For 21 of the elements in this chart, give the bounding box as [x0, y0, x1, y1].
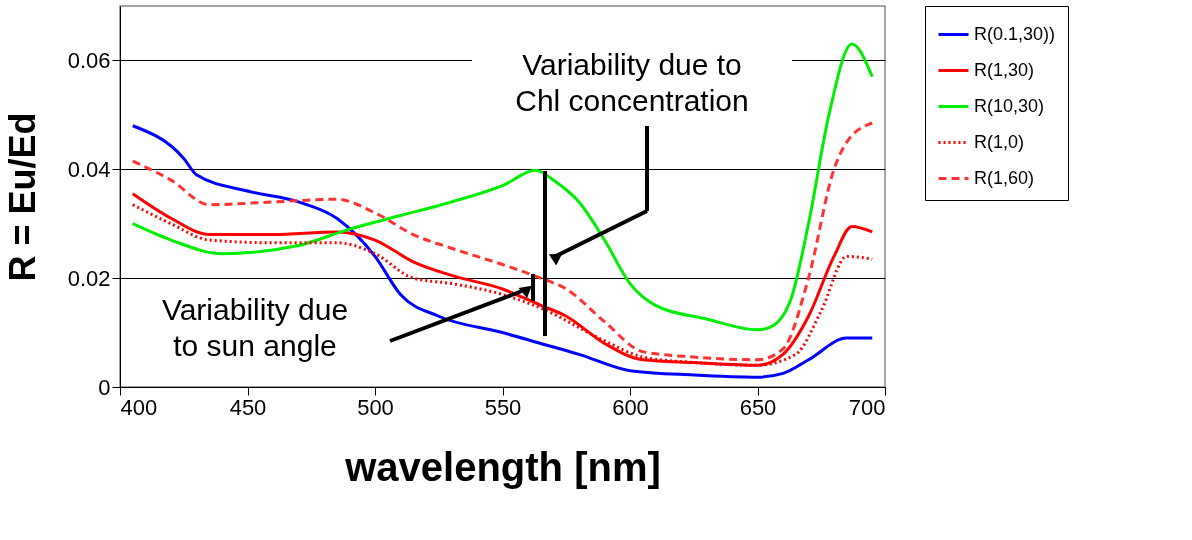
x-tick-label: 400	[120, 394, 158, 420]
legend-label: R(1,30)	[974, 59, 1035, 80]
x-tick-label: 450	[229, 394, 267, 420]
x-axis-title: wavelength [nm]	[344, 444, 661, 489]
legend-label: R(1,0)	[974, 131, 1025, 152]
y-tick-label: 0.06	[67, 47, 111, 73]
y-tick-label: 0.02	[67, 265, 111, 291]
y-axis-title: R = Eu/Ed	[1, 112, 43, 282]
annotation: Variability due to sun angle	[161, 293, 349, 362]
x-tick-label: 550	[484, 394, 522, 420]
x-tick-label: 600	[612, 394, 649, 420]
x-tick-label: 650	[739, 394, 777, 420]
x-tick-label: 700	[848, 394, 886, 420]
x-tick-label: 500	[357, 394, 394, 420]
legend-label: R(1,60)	[974, 167, 1035, 188]
y-tick-label: 0.04	[67, 156, 111, 182]
line-series	[131, 42, 874, 332]
legend-label: R(0.1,30))	[974, 23, 1056, 44]
annotation: Variability due to Chl concentration	[515, 48, 749, 117]
y-tick-label: 0	[98, 374, 111, 400]
legend-label: R(10,30)	[974, 95, 1045, 116]
